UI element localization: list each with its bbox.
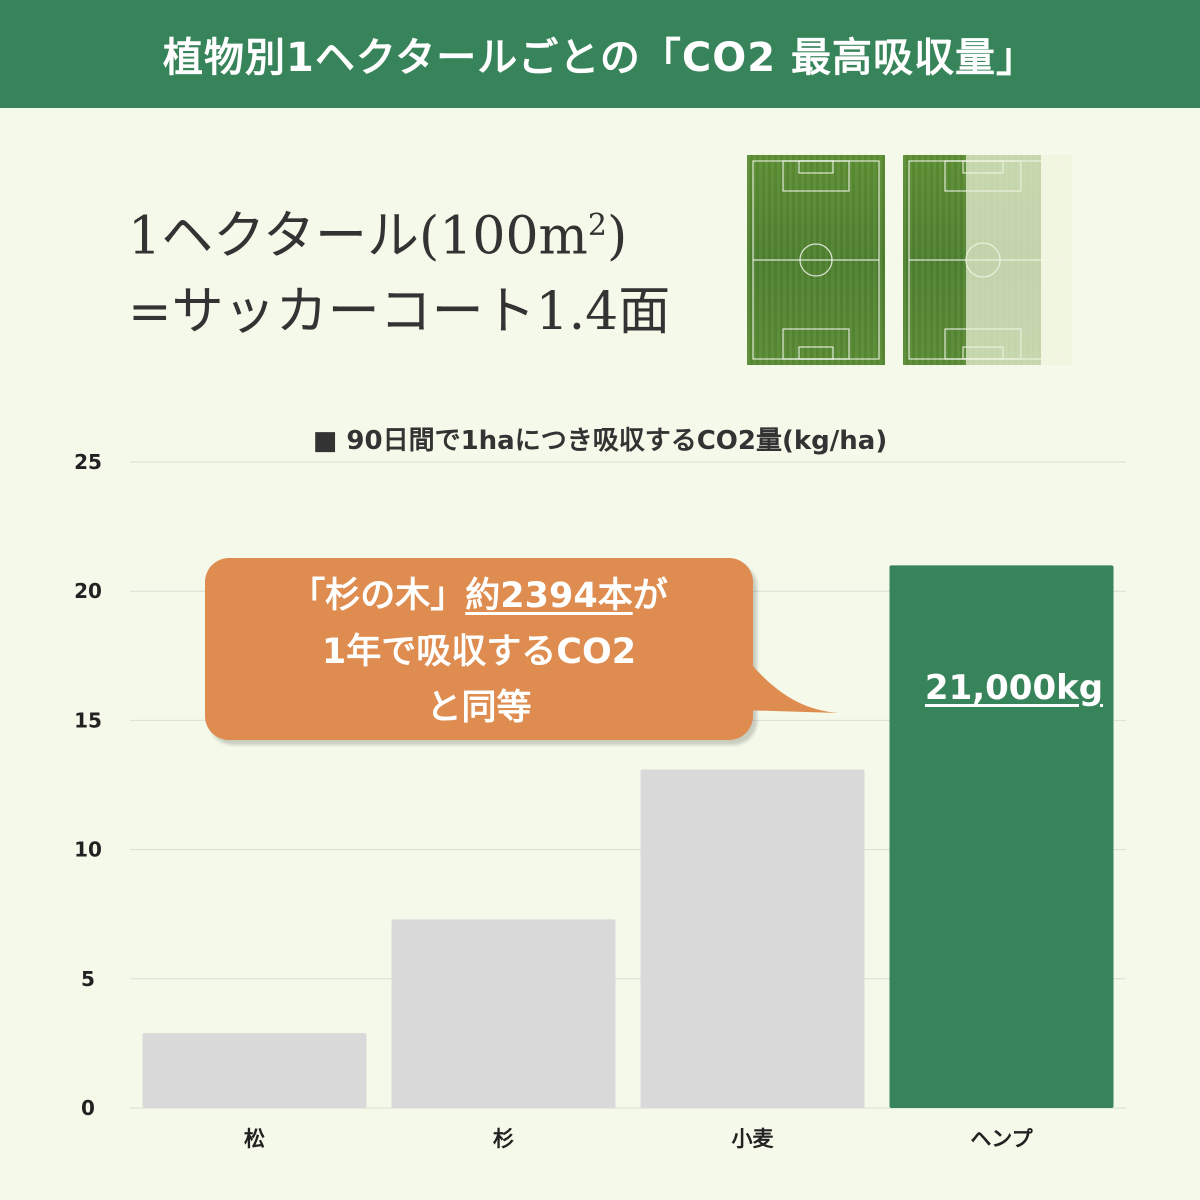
highlight-bar-value: 21,000kg xyxy=(924,668,1104,708)
bar-1 xyxy=(391,919,616,1108)
y-tick-label: 25 xyxy=(74,450,102,474)
hectare-exponent: 2 xyxy=(587,208,607,243)
y-tick-label: 5 xyxy=(81,967,95,991)
bar-2 xyxy=(640,769,865,1108)
callout-tail xyxy=(740,650,838,713)
callout-line-1: 「杉の木」約2394本が xyxy=(205,568,753,624)
y-tick-label: 10 xyxy=(74,838,102,862)
x-category-label: 松 xyxy=(244,1127,265,1151)
chart-title: ■ 90日間で1haにつき吸収するCO2量(kg/ha) xyxy=(312,426,888,456)
y-tick-label: 0 xyxy=(81,1096,95,1120)
bar-3 xyxy=(889,565,1114,1108)
hectare-line-1-prefix: 1ヘクタール(100m xyxy=(128,206,588,267)
page-title: 植物別1ヘクタールごとの「CO2 最高吸収量」 xyxy=(163,35,1037,81)
x-category-label: 杉 xyxy=(493,1127,514,1151)
bar-0 xyxy=(142,1033,367,1108)
y-tick-label: 15 xyxy=(74,708,102,732)
x-category-label: ヘンプ xyxy=(970,1127,1033,1151)
hectare-note: 1ヘクタール(100m2) =サッカーコート1.4面 xyxy=(128,188,670,350)
soccer-field-partial-image xyxy=(903,155,1072,365)
callout-line-2: 1年で吸収するCO2 xyxy=(321,632,637,672)
hectare-line-1-suffix: ) xyxy=(606,206,628,267)
field-fade-overlay xyxy=(966,155,1072,365)
header-bar: 植物別1ヘクタールごとの「CO2 最高吸収量」 xyxy=(0,0,1200,108)
callout-line-1-part-3: が xyxy=(632,576,668,616)
callout-bubble: 「杉の木」約2394本が 1年で吸収するCO2 と同等 xyxy=(205,558,753,740)
callout-line-1-part-1: 「杉の木」 xyxy=(290,576,466,616)
y-tick-label: 20 xyxy=(74,579,102,603)
hectare-line-1: 1ヘクタール(100m2) xyxy=(128,188,670,274)
hectare-line-2: =サッカーコート1.4面 xyxy=(128,282,671,343)
callout-highlight: 約2394本 xyxy=(465,576,633,616)
soccer-field-image xyxy=(747,155,885,365)
callout-line-3: と同等 xyxy=(426,688,532,728)
x-category-label: 小麦 xyxy=(732,1127,775,1151)
